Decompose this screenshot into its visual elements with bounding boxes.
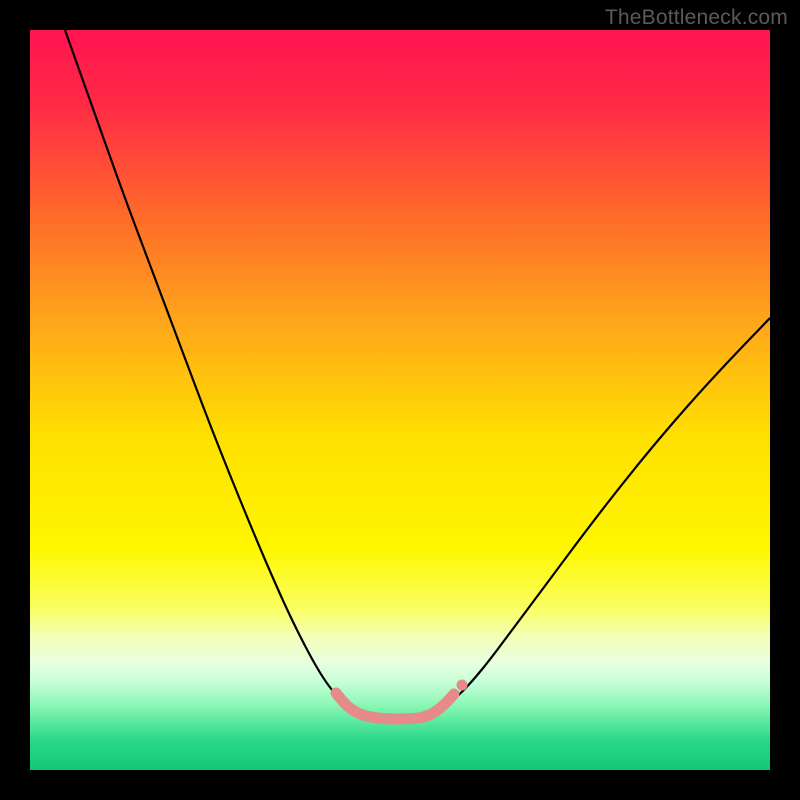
- bottom-valley-segment: [336, 693, 454, 719]
- chart-curves: [30, 30, 770, 770]
- chart-plot-area: [30, 30, 770, 770]
- left-curve-line: [65, 30, 354, 710]
- watermark-text: TheBottleneck.com: [605, 6, 788, 30]
- marker-dot: [457, 680, 468, 691]
- right-curve-line: [438, 318, 770, 710]
